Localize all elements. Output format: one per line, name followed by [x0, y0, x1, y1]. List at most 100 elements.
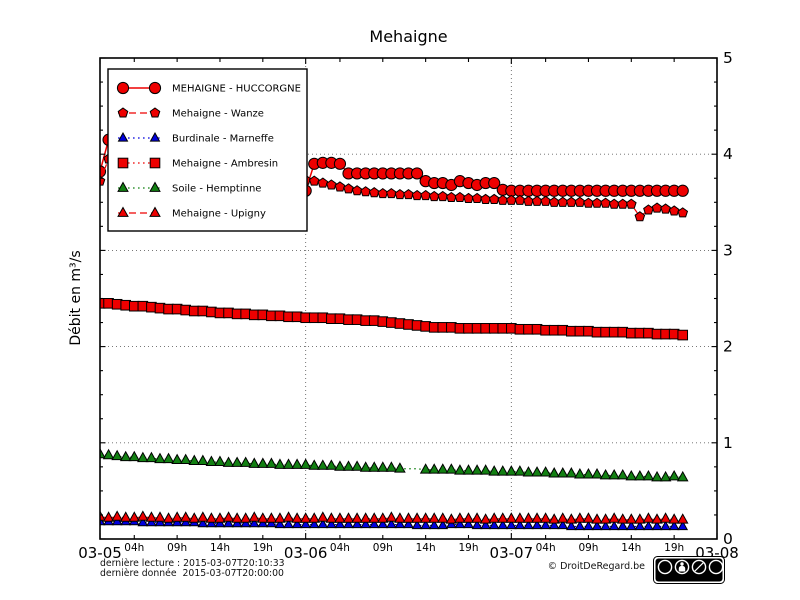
triangle-marker — [454, 464, 466, 475]
triangle-marker — [248, 511, 261, 522]
triangle-marker — [368, 461, 381, 472]
triangle-marker — [291, 512, 303, 523]
triangle-marker — [625, 469, 638, 481]
triangle-marker — [376, 461, 389, 472]
y-tick-label: 0 — [723, 530, 733, 548]
triangle-marker — [386, 518, 397, 529]
triangle-marker — [608, 520, 620, 531]
x-hour-label: 09h — [578, 542, 598, 554]
triangle-marker — [394, 462, 406, 473]
triangle-marker — [651, 513, 663, 524]
pentagon-marker — [368, 187, 380, 198]
triangle-marker — [197, 511, 209, 522]
legend-label: Soile - Hemptinne — [172, 184, 261, 195]
triangle-marker — [488, 519, 500, 530]
triangle-marker — [591, 520, 603, 531]
pentagon-marker — [617, 198, 629, 209]
triangle-marker — [642, 512, 655, 523]
pentagon-marker — [557, 196, 569, 207]
circle-marker — [148, 81, 162, 95]
svg-text:$: $ — [696, 563, 702, 573]
triangle-marker — [334, 512, 346, 523]
legend-entry: Mehaigne - Upigny — [117, 206, 266, 220]
triangle-marker — [676, 513, 689, 524]
triangle-marker — [257, 457, 269, 468]
triangle-marker — [137, 516, 149, 527]
triangle-marker — [471, 519, 483, 530]
triangle-marker — [137, 451, 149, 463]
triangle-marker — [668, 469, 680, 481]
x-hour-label: 14h — [416, 542, 436, 554]
triangle-marker — [565, 513, 578, 524]
triangle-marker — [651, 470, 663, 482]
legend-entry: Mehaigne - Wanze — [117, 107, 264, 120]
triangle-marker — [539, 466, 552, 477]
square-marker — [149, 157, 161, 169]
triangle-marker — [531, 466, 543, 477]
pentagon-marker — [343, 183, 354, 194]
triangle-marker — [282, 511, 295, 522]
cc-badge-labels: BY NC SA — [679, 577, 720, 583]
series-mehaigne-ambresin — [100, 298, 689, 341]
triangle-marker — [385, 511, 398, 522]
triangle-marker — [351, 512, 363, 523]
triangle-marker — [162, 512, 175, 523]
triangle-marker — [479, 464, 492, 475]
triangle-marker — [368, 518, 380, 529]
legend-entry: Burdinale - Marneffe — [117, 131, 274, 145]
triangle-marker — [154, 452, 166, 464]
y-tick-label: 2 — [723, 338, 733, 356]
triangle-marker — [497, 519, 509, 530]
triangle-marker — [479, 513, 492, 524]
pentagon-marker — [463, 192, 474, 203]
triangle-marker — [522, 466, 535, 477]
triangle-marker — [334, 518, 346, 529]
triangle-marker — [111, 510, 123, 521]
pentagon-marker — [677, 207, 689, 218]
pentagon-marker — [591, 197, 603, 208]
triangle-marker — [523, 519, 534, 530]
triangle-marker — [514, 519, 526, 530]
triangle-marker — [540, 519, 551, 530]
triangle-marker — [317, 459, 329, 470]
pentagon-marker — [308, 175, 320, 186]
triangle-marker — [462, 512, 475, 523]
pentagon-marker — [117, 107, 129, 118]
triangle-marker — [291, 518, 303, 529]
chart-title: Mehaigne — [369, 27, 448, 46]
pentagon-marker — [471, 192, 483, 203]
triangle-marker — [137, 510, 149, 521]
circle-marker — [488, 176, 501, 190]
triangle-marker — [359, 461, 372, 472]
triangle-marker — [514, 512, 526, 523]
triangle-marker — [428, 519, 440, 530]
triangle-marker — [480, 519, 491, 530]
legend-label: Mehaigne - Upigny — [172, 209, 266, 220]
triangle-marker — [394, 512, 406, 523]
triangle-marker — [411, 519, 423, 530]
triangle-marker — [436, 463, 449, 474]
cc-nc-icon: $ — [691, 559, 707, 575]
triangle-marker — [574, 520, 586, 531]
triangle-marker — [274, 518, 286, 529]
pentagon-marker — [634, 211, 646, 222]
triangle-marker — [100, 447, 106, 459]
triangle-marker — [149, 181, 161, 192]
triangle-marker — [317, 518, 329, 529]
triangle-marker — [149, 206, 161, 217]
triangle-marker — [583, 520, 594, 531]
triangle-marker — [505, 512, 518, 523]
pentagon-marker — [600, 197, 611, 208]
triangle-marker — [111, 449, 123, 461]
x-hour-label: 04h — [124, 542, 144, 554]
circle-marker — [410, 167, 424, 180]
pentagon-marker — [608, 198, 620, 209]
triangle-marker — [591, 513, 603, 524]
triangle-marker — [668, 520, 680, 531]
triangle-marker — [231, 512, 243, 523]
pentagon-marker — [317, 177, 329, 188]
triangle-marker — [274, 458, 286, 469]
triangle-marker — [625, 513, 638, 524]
triangle-marker — [376, 512, 389, 523]
